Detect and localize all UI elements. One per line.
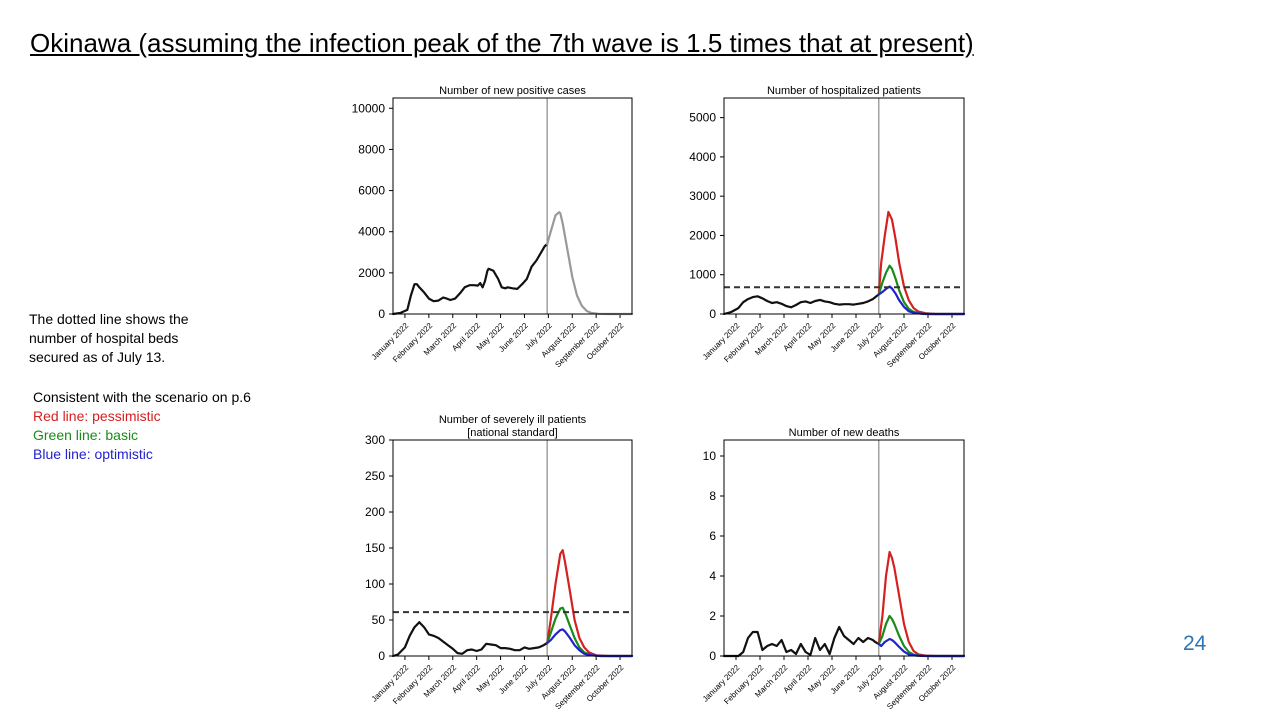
note-line: number of hospital beds: [29, 330, 179, 346]
y-tick-label: 10000: [352, 101, 386, 115]
chart-title: Number of hospitalized patients: [767, 85, 922, 97]
y-tick-label: 8000: [358, 142, 385, 156]
series-actual-line: [722, 625, 880, 658]
series-optimistic-line: [877, 637, 966, 658]
y-tick-label: 4000: [689, 150, 716, 164]
chart-title: Number of severely ill patients: [439, 414, 587, 426]
y-tick-label: 2000: [358, 266, 385, 280]
y-tick-label: 0: [709, 649, 716, 663]
series-actual-line: [391, 621, 549, 658]
y-tick-label: 5000: [689, 111, 716, 125]
legend-green: Green line: basic: [33, 427, 139, 443]
y-tick-label: 200: [365, 505, 385, 519]
plot-frame: [392, 439, 633, 657]
y-tick-label: 2: [709, 609, 716, 623]
y-tick-label: 2000: [689, 228, 716, 242]
y-tick-label: 150: [365, 541, 385, 555]
plot-frame: [392, 97, 633, 315]
y-tick-label: 50: [372, 613, 386, 627]
y-tick-label: 4000: [358, 225, 385, 239]
y-tick-label: 250: [365, 469, 385, 483]
series-optimistic-line: [877, 285, 966, 316]
series-actual-line: [722, 293, 880, 316]
y-tick-label: 4: [709, 569, 716, 583]
note-line: secured as of July 13.: [29, 349, 166, 365]
y-tick-label: 1000: [689, 268, 716, 282]
scenario-legend: Consistent with the scenario on p.6 Red …: [33, 388, 251, 464]
bed-line-note: The dotted line shows the number of hosp…: [29, 310, 189, 367]
y-tick-label: 10: [703, 449, 717, 463]
y-tick-label: 8: [709, 489, 716, 503]
slide-title: Okinawa (assuming the infection peak of …: [30, 28, 974, 58]
y-tick-label: 0: [378, 649, 385, 663]
note-line: The dotted line shows the: [29, 311, 189, 327]
legend-intro: Consistent with the scenario on p.6: [33, 389, 251, 405]
series-basic-line: [877, 614, 966, 658]
chart-title: [national standard]: [467, 427, 558, 439]
chart-title: Number of new positive cases: [439, 85, 586, 97]
series-actual-line: [391, 243, 549, 316]
y-tick-label: 0: [709, 307, 716, 321]
page-number: 24: [1183, 632, 1207, 655]
y-tick-label: 100: [365, 577, 385, 591]
y-tick-label: 3000: [689, 189, 716, 203]
legend-red: Red line: pessimistic: [33, 408, 161, 424]
plot-frame: [723, 97, 965, 315]
y-tick-label: 0: [378, 307, 385, 321]
legend-blue: Blue line: optimistic: [33, 446, 153, 462]
y-tick-label: 6000: [358, 184, 385, 198]
y-tick-label: 6: [709, 529, 716, 543]
series-optimistic-line: [546, 628, 634, 658]
plot-frame: [723, 439, 965, 657]
y-tick-label: 300: [365, 433, 385, 447]
chart-title: Number of new deaths: [789, 427, 900, 439]
